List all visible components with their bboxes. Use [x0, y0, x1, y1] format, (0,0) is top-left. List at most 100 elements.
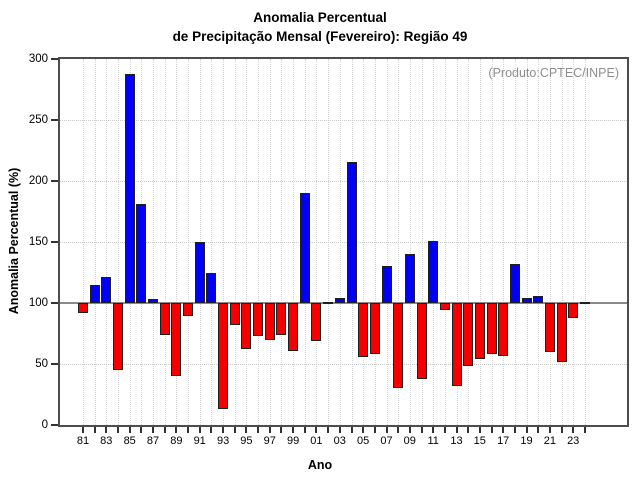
- plot-area: [58, 57, 629, 427]
- bar-07: [381, 266, 392, 303]
- x-axis-tick-label: 85: [123, 435, 136, 447]
- y-axis-tick-label: 0: [41, 418, 48, 431]
- bar-19: [521, 298, 532, 303]
- x-axis-tick: [257, 427, 260, 433]
- x-axis-tick: [525, 427, 528, 433]
- bar-06: [369, 303, 380, 355]
- x-axis-tick: [583, 427, 586, 433]
- y-axis-tick-label: 200: [28, 174, 48, 187]
- x-axis-tick-label: 99: [286, 435, 300, 447]
- bar-01: [311, 303, 322, 341]
- x-axis-tick: [163, 427, 166, 433]
- x-axis-tick: [117, 427, 119, 433]
- x-axis-tick: [128, 427, 131, 433]
- x-axis-tick: [93, 427, 96, 433]
- bar-20: [533, 295, 544, 303]
- y-axis-tick-label: 50: [35, 357, 48, 370]
- x-axis-tick: [478, 427, 481, 433]
- bar-11: [428, 240, 439, 303]
- x-axis-tick: [490, 427, 493, 433]
- x-axis-tick: [350, 427, 353, 433]
- x-axis-tick: [467, 427, 470, 433]
- x-axis-tick: [187, 427, 189, 433]
- y-axis-tick-label: 250: [28, 113, 48, 126]
- bar-21: [544, 303, 555, 352]
- bar-85: [124, 73, 135, 303]
- x-axis-tick: [420, 427, 423, 433]
- x-axis-tick-label: 05: [356, 435, 370, 447]
- bar-87: [148, 299, 158, 303]
- x-axis-tick: [280, 427, 283, 433]
- x-axis-tick-label: 07: [380, 435, 393, 447]
- x-axis-tick: [245, 427, 248, 433]
- baseline-100: [60, 302, 627, 304]
- x-axis-tick: [513, 427, 516, 433]
- x-axis-tick-label: 81: [76, 435, 90, 447]
- bar-98: [276, 303, 287, 335]
- x-axis-tick: [373, 427, 376, 433]
- bar-90: [183, 303, 193, 317]
- horizontal-gridline: [60, 181, 627, 182]
- x-axis-tick-label: 87: [146, 435, 160, 447]
- y-axis-tick: [51, 180, 58, 182]
- x-axis-tick: [268, 427, 271, 433]
- bar-17: [498, 303, 509, 356]
- y-axis-tick: [51, 302, 58, 304]
- bar-88: [159, 303, 170, 335]
- bar-82: [89, 284, 100, 303]
- x-axis-tick-label: 91: [193, 435, 206, 447]
- x-axis-tick-label: 15: [473, 435, 486, 447]
- x-axis-tick: [210, 427, 213, 433]
- x-axis-tick: [397, 427, 400, 433]
- x-axis-tick: [572, 427, 575, 433]
- y-axis-tick: [51, 119, 58, 121]
- x-axis-tick-label: 09: [403, 435, 416, 447]
- x-axis-tick-label: 95: [240, 435, 253, 447]
- x-axis-tick: [432, 427, 435, 433]
- x-axis-tick-label: 89: [170, 435, 183, 447]
- y-axis-tick-label: 300: [28, 52, 48, 65]
- bar-00: [299, 193, 310, 303]
- bar-99: [288, 303, 299, 351]
- x-axis-tick-label: 97: [263, 435, 276, 447]
- horizontal-gridline: [60, 364, 627, 365]
- bar-92: [206, 272, 217, 303]
- bar-08: [393, 303, 404, 389]
- x-axis-tick-label: 23: [567, 435, 580, 447]
- x-axis-tick: [292, 427, 295, 433]
- x-axis-tick-label: 03: [333, 435, 346, 447]
- chart-title-line1: Anomalia Percentual: [253, 10, 387, 25]
- x-axis-tick-label: 93: [216, 435, 230, 447]
- x-axis-tick: [233, 427, 236, 433]
- chart-title-line2: de Precipitação Mensal (Fevereiro): Regi…: [172, 29, 468, 44]
- y-axis-tick-label: 150: [28, 235, 48, 248]
- bar-15: [474, 303, 485, 360]
- bar-10: [416, 303, 427, 379]
- x-axis-tick: [338, 427, 341, 433]
- bar-89: [171, 303, 182, 377]
- x-axis-title: Ano: [307, 458, 333, 472]
- x-axis-tick-label: 21: [543, 435, 557, 447]
- bar-05: [358, 303, 369, 357]
- x-axis-tick: [198, 427, 201, 433]
- bar-91: [194, 242, 205, 303]
- x-axis-tick: [105, 427, 108, 433]
- horizontal-gridline: [60, 242, 627, 243]
- y-axis-tick: [51, 424, 58, 426]
- x-axis-tick: [175, 427, 178, 433]
- y-axis-tick-label: 100: [28, 296, 48, 309]
- bar-93: [218, 303, 229, 410]
- bar-22: [556, 303, 567, 362]
- bar-24: [579, 301, 590, 304]
- bar-84: [113, 303, 123, 371]
- bar-86: [136, 204, 147, 303]
- bar-09: [404, 254, 415, 303]
- x-axis-tick: [362, 427, 365, 433]
- x-axis-tick: [140, 427, 143, 433]
- x-axis-tick: [327, 427, 330, 433]
- product-annotation: (Produto:CPTEC/INPE): [488, 66, 619, 80]
- x-axis-tick: [82, 427, 84, 433]
- x-axis-tick-label: 17: [497, 435, 510, 447]
- bar-96: [253, 303, 264, 336]
- x-axis-tick: [315, 427, 318, 433]
